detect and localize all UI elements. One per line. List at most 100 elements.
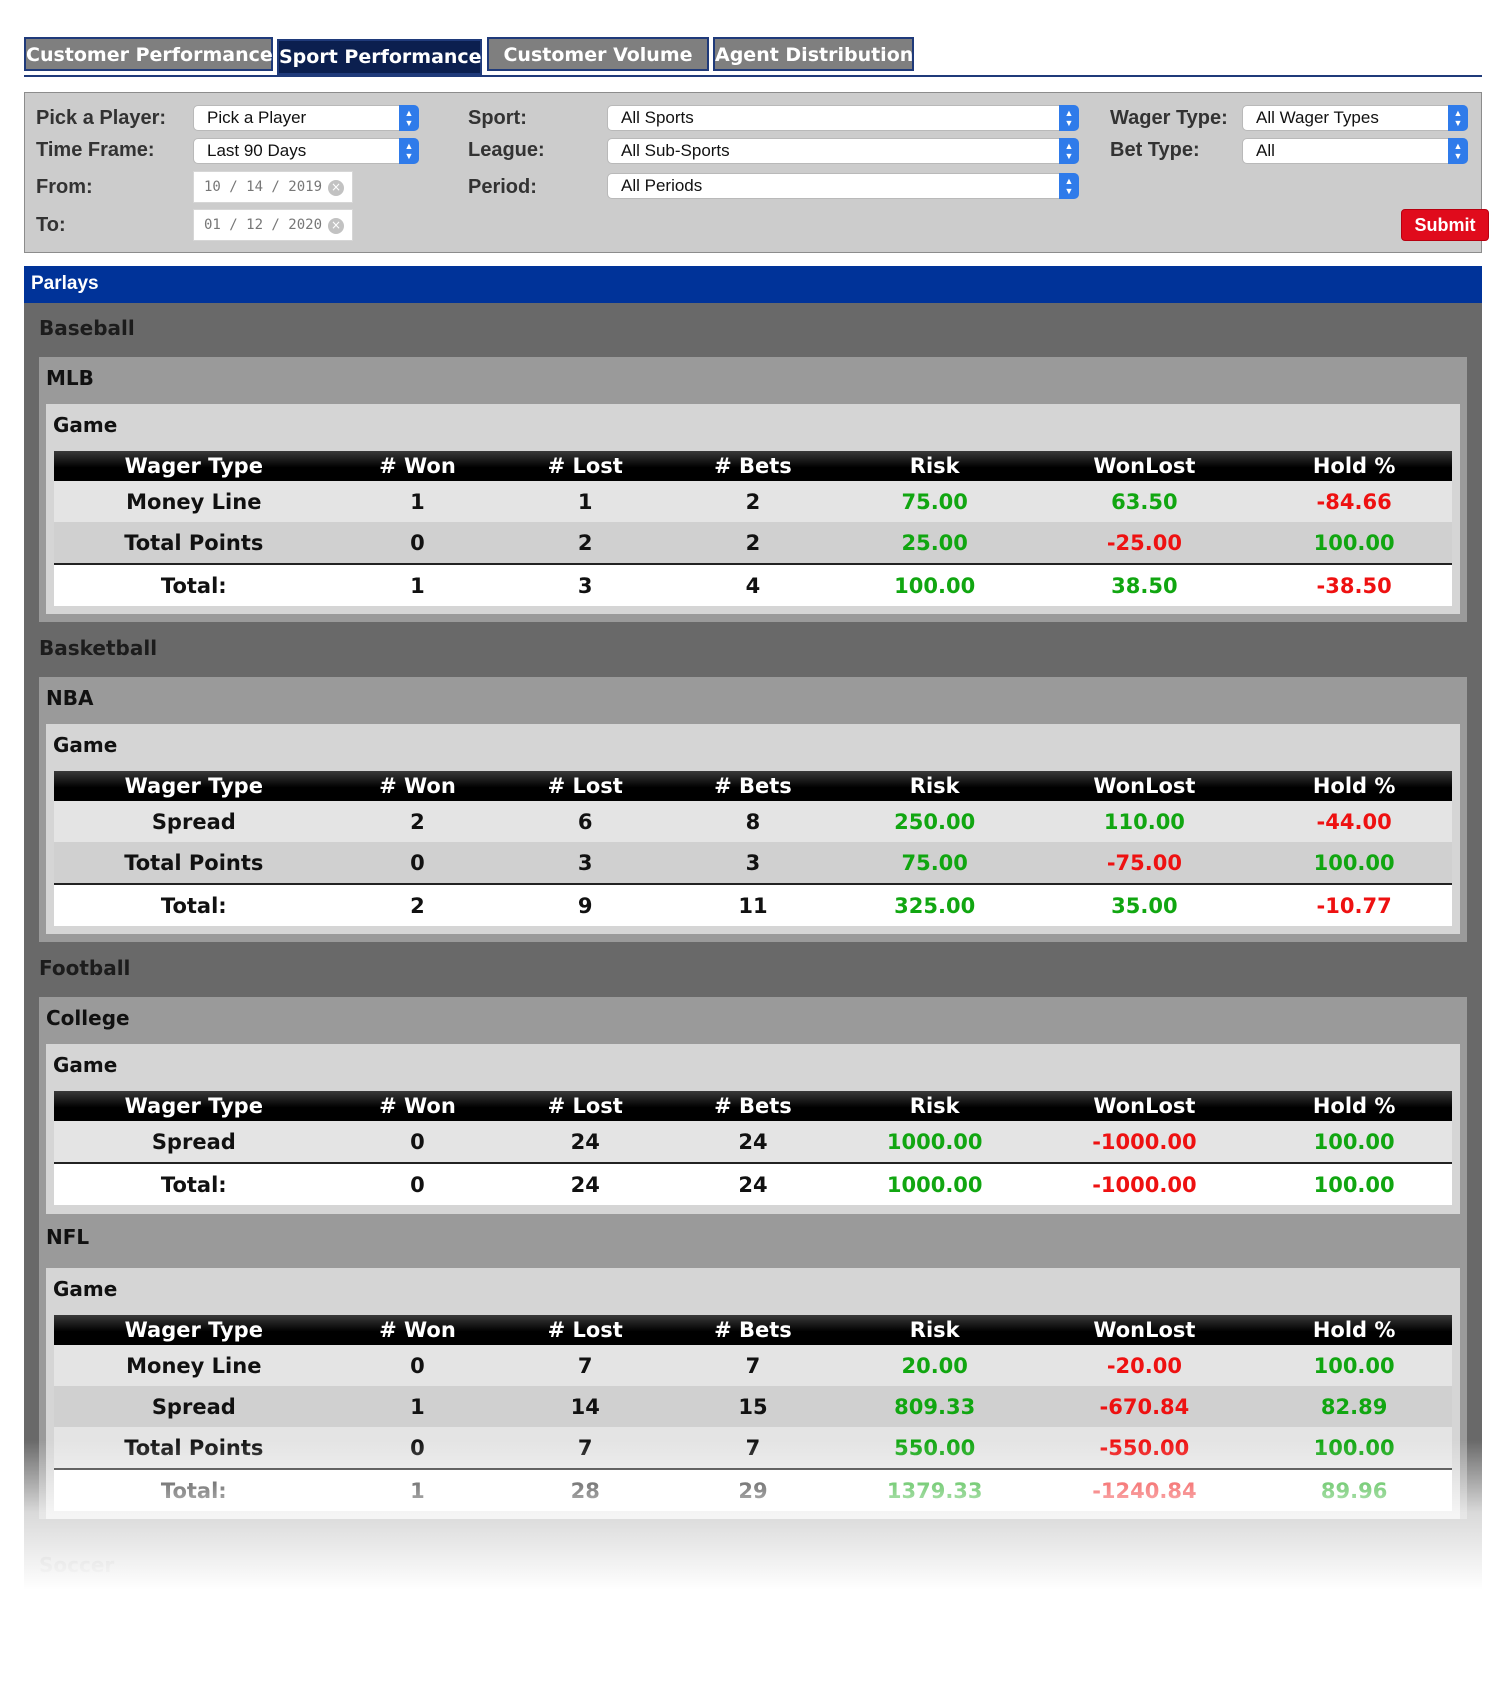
period-select[interactable]: All Periods ▲ ▼ <box>607 173 1079 199</box>
total-row: Total: 2 9 11 325.00 35.00 -10.77 <box>54 883 1452 926</box>
table-cell: 15 <box>669 1386 837 1427</box>
table-cell: 24 <box>501 1121 670 1163</box>
table-cell: 100.00 <box>1256 842 1452 884</box>
column-header: WonLost <box>1032 1315 1257 1345</box>
column-header: Hold % <box>1256 771 1452 801</box>
table-cell: 250.00 <box>836 801 1033 842</box>
total-cell: 38.50 <box>1032 563 1257 606</box>
wagertype-select[interactable]: All Wager Types ▲ ▼ <box>1242 105 1468 131</box>
league-heading: College <box>46 1006 130 1030</box>
column-header: # Bets <box>669 1091 837 1121</box>
table-cell: Money Line <box>54 1345 334 1386</box>
sport-select[interactable]: All Sports ▲ ▼ <box>607 105 1079 131</box>
table-cell: 25.00 <box>836 522 1033 564</box>
clear-icon[interactable]: × <box>328 218 344 234</box>
sport-select-value: All Sports <box>621 108 694 127</box>
league-select[interactable]: All Sub-Sports ▲ ▼ <box>607 138 1079 164</box>
table-cell: -75.00 <box>1032 842 1257 884</box>
total-cell: 1 <box>333 563 502 606</box>
table-cell: 100.00 <box>1256 1345 1452 1386</box>
total-cell: 35.00 <box>1032 883 1257 926</box>
total-cell: 11 <box>669 883 837 926</box>
table-cell: Total Points <box>54 1427 334 1469</box>
total-cell: 9 <box>501 883 670 926</box>
timeframe-select[interactable]: Last 90 Days ▲ ▼ <box>193 138 419 164</box>
column-header: Wager Type <box>54 771 334 801</box>
table-cell: 7 <box>501 1345 670 1386</box>
column-header: Risk <box>836 1091 1033 1121</box>
table-cell: 1 <box>501 481 670 522</box>
column-header: # Bets <box>669 451 837 481</box>
bettype-select[interactable]: All ▲ ▼ <box>1242 138 1468 164</box>
player-label: Pick a Player: <box>36 107 167 129</box>
tab-customer-performance[interactable]: Customer Performance <box>24 37 273 71</box>
submit-button[interactable]: Submit <box>1401 209 1489 241</box>
table-header-row: Wager Type # Won # Lost # Bets Risk WonLost Ho… <box>54 1091 1452 1121</box>
select-arrows-icon: ▲ ▼ <box>1059 173 1079 199</box>
table-cell: 8 <box>669 801 837 842</box>
column-header: Risk <box>836 771 1033 801</box>
sport-label: Sport: <box>468 107 527 129</box>
tab-customer-volume[interactable]: Customer Volume <box>487 37 709 71</box>
table-row: Total Points 0 3 3 75.00 -75.00 100.00 <box>54 842 1452 884</box>
league-panel: UEFA EU LEA <box>39 1594 1467 1682</box>
table-row: Total Points 0 2 2 25.00 -25.00 100.00 <box>54 522 1452 564</box>
table-cell: 2 <box>333 801 502 842</box>
select-arrows-icon: ▲ ▼ <box>1448 105 1468 131</box>
period-heading: Game <box>53 413 118 437</box>
wager-table: Wager Type # Won # Lost # Bets Risk WonLost Ho… <box>54 771 1452 926</box>
from-date-input[interactable]: 10 / 14 / 2019 × <box>193 171 353 203</box>
league-heading: UEFA EU LEA <box>46 1603 189 1627</box>
table-cell: 7 <box>501 1427 670 1469</box>
total-cell: 3 <box>501 563 670 606</box>
total-cell: 1000.00 <box>836 1162 1033 1205</box>
table-cell: 0 <box>333 842 502 884</box>
table-cell: 2 <box>669 522 837 564</box>
player-select[interactable]: Pick a Player ▲ ▼ <box>193 105 419 131</box>
select-arrows-icon: ▲ ▼ <box>1059 138 1079 164</box>
to-date-input[interactable]: 01 / 12 / 2020 × <box>193 209 353 241</box>
table-cell: -84.66 <box>1256 481 1452 522</box>
total-cell: 0 <box>333 1162 502 1205</box>
table-cell: 7 <box>669 1427 837 1469</box>
table-cell: 1 <box>333 1386 502 1427</box>
league-select-value: All Sub-Sports <box>621 141 730 160</box>
league-heading: MLB <box>46 366 94 390</box>
column-header: WonLost <box>1032 771 1257 801</box>
column-header: # Lost <box>501 1091 670 1121</box>
tab-sport-performance[interactable]: Sport Performance <box>277 39 482 75</box>
column-header: # Won <box>333 1315 502 1345</box>
period-heading: Game <box>53 1053 118 1077</box>
total-row: Total: 1 28 29 1379.33 -1240.84 89.96 <box>54 1468 1452 1511</box>
column-header: Hold % <box>1256 1315 1452 1345</box>
table-cell: 75.00 <box>836 481 1033 522</box>
column-header: Risk <box>836 1315 1033 1345</box>
total-cell: 89.96 <box>1256 1468 1452 1511</box>
table-cell: 1000.00 <box>836 1121 1033 1163</box>
table-cell: 7 <box>669 1345 837 1386</box>
bettype-label: Bet Type: <box>1110 139 1200 161</box>
total-cell: -1240.84 <box>1032 1468 1257 1511</box>
column-header: Wager Type <box>54 1091 334 1121</box>
select-arrows-icon: ▲ ▼ <box>399 105 419 131</box>
period-heading: Game <box>53 1277 118 1301</box>
table-cell: Total Points <box>54 842 334 884</box>
column-header: # Bets <box>669 1315 837 1345</box>
table-cell: -44.00 <box>1256 801 1452 842</box>
tab-agent-distribution[interactable]: Agent Distribution <box>713 37 914 71</box>
total-cell: -1000.00 <box>1032 1162 1257 1205</box>
period-panel: Game Wager Type # Won # Lost # Bets Risk WonL… <box>46 1268 1460 1519</box>
total-cell: Total: <box>54 1468 334 1511</box>
table-cell: -550.00 <box>1032 1427 1257 1469</box>
table-cell: 0 <box>333 1427 502 1469</box>
table-cell: 63.50 <box>1032 481 1257 522</box>
total-row: Total: 1 3 4 100.00 38.50 -38.50 <box>54 563 1452 606</box>
column-header: Risk <box>836 451 1033 481</box>
report-title: Parlays <box>24 266 1482 303</box>
clear-icon[interactable]: × <box>328 180 344 196</box>
wager-table: Wager Type # Won # Lost # Bets Risk WonLost Ho… <box>54 451 1452 606</box>
total-cell: 24 <box>501 1162 670 1205</box>
wager-table: Wager Type # Won # Lost # Bets Risk WonLost Ho… <box>54 1315 1452 1511</box>
table-cell: 100.00 <box>1256 1121 1452 1163</box>
column-header: # Lost <box>501 451 670 481</box>
